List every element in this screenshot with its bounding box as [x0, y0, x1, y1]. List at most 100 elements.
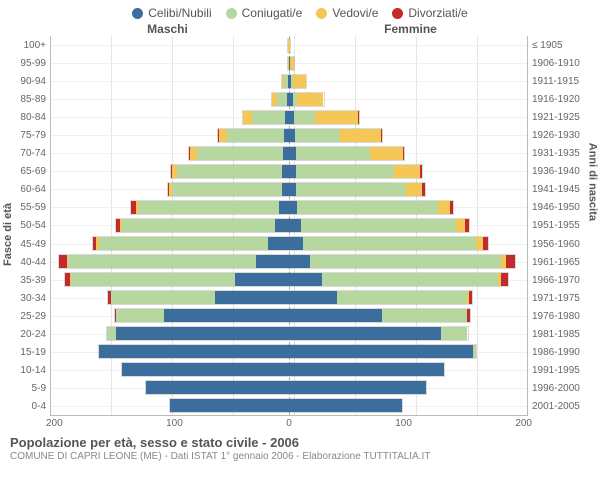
segment-c: [289, 327, 441, 340]
segment-k: [177, 165, 282, 178]
legend-label: Divorziati/e: [408, 6, 467, 20]
segment-d: [358, 111, 359, 124]
segment-c: [289, 255, 310, 268]
segment-v: [340, 129, 380, 142]
pyramid-row: [51, 235, 527, 253]
bar-male: [92, 236, 289, 251]
segment-v: [297, 93, 323, 106]
age-tick: 35-39: [0, 271, 46, 289]
bar-male: [281, 74, 289, 89]
y-axis-title-right: Anni di nascita: [586, 143, 598, 221]
pyramid-row: [51, 397, 527, 415]
segment-v: [190, 147, 197, 160]
segment-c: [256, 255, 289, 268]
segment-c: [289, 273, 322, 286]
segment-k: [303, 237, 476, 250]
pyramid-row: [51, 36, 527, 54]
bars-area: [50, 36, 528, 416]
chart-footer: Popolazione per età, sesso e stato civil…: [0, 429, 600, 462]
bar-female: [289, 236, 489, 251]
birth-tick: 1961-1965: [532, 253, 600, 271]
age-tick: 70-74: [0, 145, 46, 163]
bar-female: [289, 308, 471, 323]
segment-c: [289, 201, 297, 214]
x-tick: 200: [515, 418, 532, 429]
chart-title: Popolazione per età, sesso e stato civil…: [10, 435, 590, 450]
segment-k: [296, 147, 370, 160]
segment-k: [107, 327, 117, 340]
pyramid-row: [51, 180, 527, 198]
pyramid-row: [51, 126, 527, 144]
bar-male: [167, 182, 289, 197]
birth-tick: 1921-1925: [532, 108, 600, 126]
pyramid-row: [51, 253, 527, 271]
age-tick: 0-4: [0, 398, 46, 416]
legend-item: Celibi/Nubili: [132, 6, 211, 20]
y-axis-title-left: Fasce di età: [2, 203, 14, 266]
segment-d: [422, 183, 424, 196]
bar-female: [289, 218, 470, 233]
age-tick: 60-64: [0, 181, 46, 199]
chart-body: Fasce di età Anni di nascita 100+95-9990…: [0, 36, 600, 416]
segment-c: [289, 147, 296, 160]
bar-male: [271, 92, 289, 107]
legend-label: Vedovi/e: [332, 6, 378, 20]
segment-k: [295, 129, 340, 142]
birth-tick: 1996-2000: [532, 380, 600, 398]
x-tick: 100: [166, 418, 183, 429]
age-tick: 90-94: [0, 72, 46, 90]
bar-male: [98, 344, 289, 359]
bar-male: [64, 272, 289, 287]
segment-c: [289, 399, 402, 412]
bar-female: [289, 56, 295, 71]
segment-c: [164, 309, 289, 322]
bar-female: [289, 254, 516, 269]
segment-c: [146, 381, 289, 394]
age-tick: 100+: [0, 36, 46, 54]
segment-k: [473, 345, 475, 358]
bar-female: [289, 38, 291, 53]
birth-tick: 1976-1980: [532, 307, 600, 325]
bar-male: [217, 128, 289, 143]
segment-k: [296, 183, 405, 196]
header-female: Femmine: [289, 22, 532, 36]
pyramid-row: [51, 90, 527, 108]
bar-female: [289, 344, 477, 359]
segment-k: [322, 273, 498, 286]
pyramid-row: [51, 325, 527, 343]
segment-c: [289, 363, 444, 376]
segment-k: [139, 201, 279, 214]
legend-item: Vedovi/e: [316, 6, 378, 20]
bar-male: [170, 164, 289, 179]
pyramid-row: [51, 361, 527, 379]
legend-swatch: [132, 8, 143, 19]
age-tick: 75-79: [0, 126, 46, 144]
bar-female: [289, 182, 426, 197]
legend-label: Coniugati/e: [242, 6, 303, 20]
segment-c: [275, 219, 289, 232]
pyramid-row: [51, 72, 527, 90]
birth-tick: 1956-1960: [532, 235, 600, 253]
segment-c: [289, 165, 296, 178]
birth-tick: 1916-1920: [532, 90, 600, 108]
segment-d: [59, 255, 66, 268]
segment-d: [501, 273, 508, 286]
legend: Celibi/Nubili Coniugati/e Vedovi/e Divorzia…: [0, 0, 600, 22]
segment-c: [289, 309, 382, 322]
segment-k: [111, 291, 216, 304]
birth-tick: 2001-2005: [532, 398, 600, 416]
legend-swatch: [226, 8, 237, 19]
population-pyramid-chart: Celibi/Nubili Coniugati/e Vedovi/e Divorzia…: [0, 0, 600, 500]
segment-v: [370, 147, 403, 160]
segment-v: [406, 183, 423, 196]
segment-c: [289, 183, 296, 196]
segment-c: [282, 183, 289, 196]
birth-tick: 1986-1990: [532, 344, 600, 362]
age-tick: 95-99: [0, 54, 46, 72]
legend-label: Celibi/Nubili: [148, 6, 211, 20]
x-tick: 0: [286, 418, 292, 429]
segment-k: [382, 309, 468, 322]
segment-v: [394, 165, 420, 178]
bar-female: [289, 146, 405, 161]
segment-d: [403, 147, 404, 160]
